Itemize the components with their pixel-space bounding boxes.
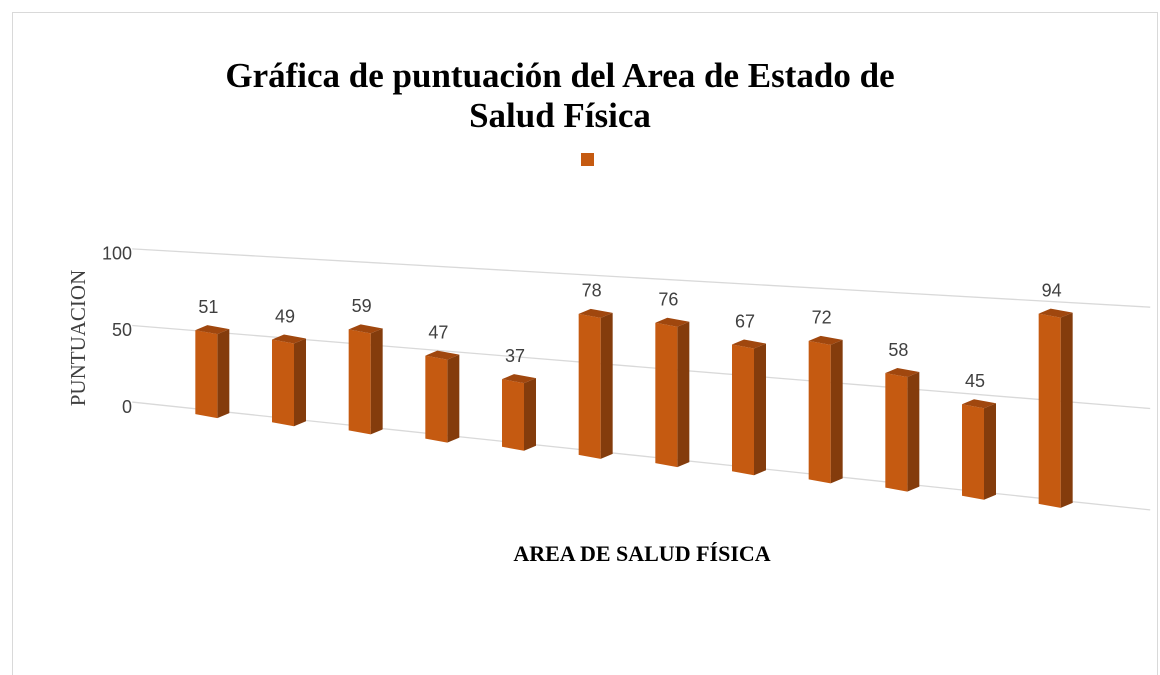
bar — [348, 324, 383, 435]
bar — [502, 374, 536, 451]
x-axis-label: AREA DE SALUD FÍSICA — [513, 541, 770, 566]
bar-side — [370, 328, 383, 435]
y-tick-label: 100 — [102, 244, 132, 264]
bar-front — [578, 313, 601, 459]
data-label: 45 — [965, 371, 985, 391]
bar — [1038, 308, 1073, 508]
bar — [962, 399, 996, 500]
bar-front — [425, 355, 448, 443]
bar-side — [447, 354, 460, 443]
bar-side — [1060, 312, 1073, 508]
data-label: 51 — [198, 297, 218, 317]
bar-side — [754, 343, 766, 476]
bar-side — [294, 338, 306, 427]
data-label: 76 — [658, 290, 678, 310]
bar-top — [732, 339, 766, 349]
bar — [195, 325, 230, 419]
data-label: 78 — [582, 281, 602, 301]
bar-side — [984, 403, 996, 500]
bar-top — [195, 325, 230, 335]
bar-side — [830, 339, 843, 484]
bar-side — [677, 321, 690, 468]
bar-top — [962, 399, 996, 409]
bar-top — [578, 308, 613, 318]
bar-side — [907, 372, 920, 492]
bar — [808, 335, 843, 484]
bar-side — [217, 329, 230, 419]
bar-front — [962, 404, 984, 500]
y-tick-label: 0 — [122, 397, 132, 417]
bar — [885, 368, 920, 492]
data-label: 67 — [735, 311, 755, 331]
chart-frame — [12, 12, 1158, 675]
bar-side — [524, 378, 536, 451]
bar-side — [600, 312, 613, 459]
bar-front — [808, 340, 831, 484]
bar-front — [885, 373, 908, 492]
bar-top — [425, 350, 460, 360]
bar-top — [655, 317, 690, 327]
data-label: 47 — [428, 322, 448, 342]
bar-top — [808, 335, 843, 345]
bar-top — [502, 374, 536, 384]
bar-front — [1038, 313, 1061, 508]
data-label: 49 — [275, 306, 295, 326]
bar-front — [732, 344, 754, 476]
grid-line — [132, 248, 1151, 308]
bar-top — [885, 368, 920, 378]
data-label: 37 — [505, 346, 525, 366]
data-label: 94 — [1042, 280, 1062, 300]
bar-front — [502, 379, 524, 451]
bar-front — [655, 322, 678, 468]
y-axis-label: PUNTUACION — [66, 270, 90, 407]
bar — [425, 350, 460, 443]
bar-top — [348, 324, 383, 334]
bar — [578, 308, 613, 459]
chart-title: Gráfica de puntuación del Area de Estado… — [225, 56, 895, 135]
bar-front — [195, 330, 218, 419]
data-label: 59 — [352, 296, 372, 316]
bar-top — [272, 334, 306, 344]
data-label: 72 — [812, 308, 832, 328]
y-tick-label: 50 — [112, 320, 132, 340]
bar — [732, 339, 766, 476]
legend-marker — [581, 153, 594, 166]
data-label: 58 — [888, 340, 908, 360]
bar-front — [272, 339, 294, 427]
bar — [655, 317, 690, 468]
bar — [272, 334, 306, 427]
bar-front — [348, 329, 371, 435]
bar-top — [1038, 308, 1073, 318]
